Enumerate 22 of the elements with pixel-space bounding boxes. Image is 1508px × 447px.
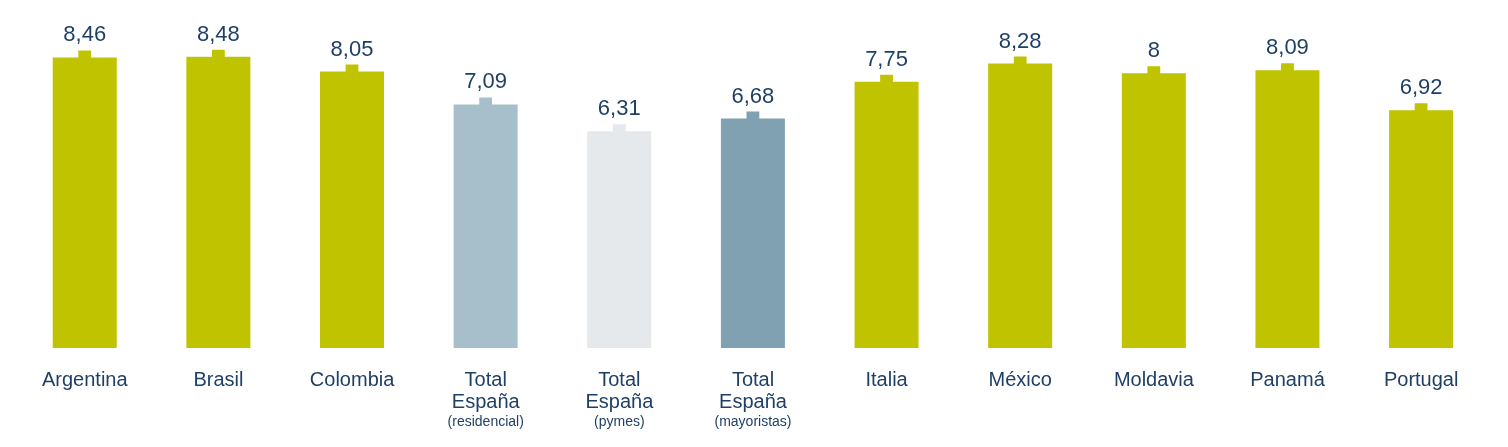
x-tick-label: Colombia	[309, 368, 396, 390]
data-label: 6,31	[597, 95, 641, 121]
x-tick-label: Total España (mayoristas)	[714, 368, 792, 429]
x-tick-label: Italia	[865, 368, 909, 390]
x-tick-label: Brasil	[193, 368, 244, 390]
data-label: 7,09	[464, 68, 508, 94]
x-tick-label: Total España (residencial)	[447, 368, 524, 429]
data-label: 6,68	[731, 82, 775, 108]
data-label: 8,05	[330, 35, 374, 61]
x-tick-label: Argentina	[42, 368, 129, 390]
data-label: 8	[1147, 37, 1160, 63]
data-label: 6,92	[1399, 74, 1443, 100]
x-tick-label: Moldavia	[1113, 368, 1195, 390]
data-label: 8,09	[1266, 34, 1309, 60]
x-tick-label: Panamá	[1250, 368, 1326, 390]
x-tick-label: Total España (pymes)	[585, 368, 655, 429]
x-tick-label: Portugal	[1383, 368, 1459, 390]
data-label: 7,75	[865, 45, 908, 71]
data-label: 8,46	[63, 21, 107, 47]
data-label: 8,48	[196, 20, 240, 46]
data-label: 8,28	[998, 27, 1042, 53]
x-tick-label: México	[988, 368, 1052, 390]
